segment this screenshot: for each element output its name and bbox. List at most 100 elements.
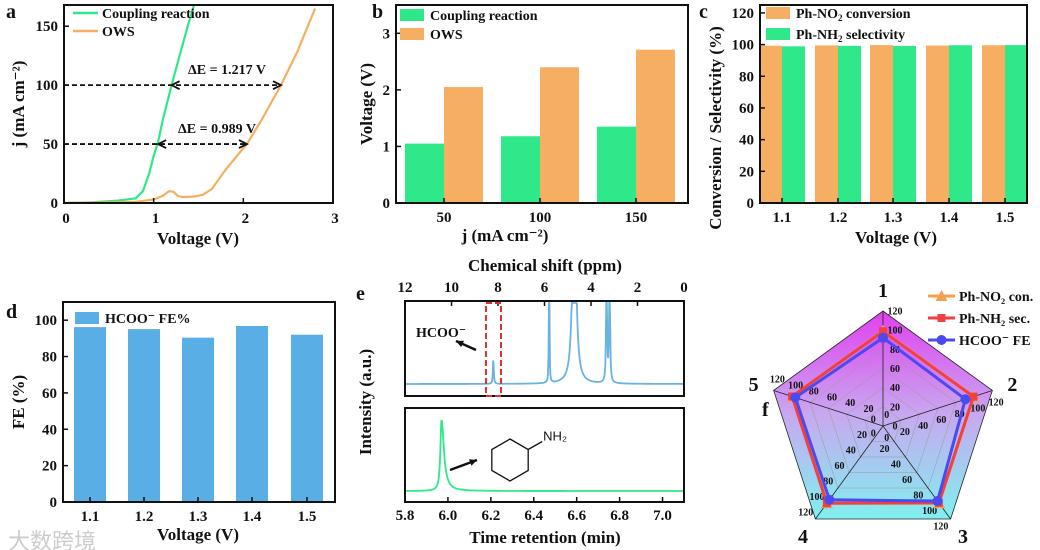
radar-grid-ring [809,349,957,489]
y-tick-label: 0 [50,495,58,511]
top-x-tick-label: 0 [680,280,688,296]
radar-tick-label: 120 [798,507,813,518]
radar-tick-label: 0 [884,410,889,421]
bar-1.2-1 [838,45,861,203]
nmr-spectrum [405,300,685,385]
x-tick-label: 1.1 [81,509,100,525]
x-tick-label: 1.3 [189,509,208,525]
bar-150-1 [636,49,675,203]
top-x-tick-label: 6 [541,280,549,296]
radar-tick-label: 0 [893,422,898,433]
hcoo-label: HCOO⁻ [416,326,466,341]
radar-series-circle [793,335,968,503]
radar-grid-ring [846,387,920,458]
radar-tick-label: 60 [902,475,912,486]
radar-tick-label: 100 [809,492,824,503]
top-x-tick-label: 2 [634,280,642,296]
legend-label: OWS [430,28,463,43]
panel-letter: f [762,399,769,421]
radar-tick-label: 100 [888,326,903,337]
radar-tick-label: 20 [890,402,900,413]
nh2-label: NH₂ [543,429,567,444]
bar-1.1-0 [74,327,106,502]
bar-1.5-0 [982,45,1005,204]
legend-label: Coupling reaction [102,7,210,22]
radar-tick-label: 80 [823,476,833,487]
bar-1.2-0 [815,45,838,203]
bar-150-0 [597,126,636,203]
bar-1.3-0 [870,45,893,204]
panel-letter: e [356,283,365,305]
x-tick-label: 6.6 [567,508,586,524]
top-x-tick-label: 10 [444,280,459,296]
x-tick-label: 1.5 [996,210,1015,226]
y-tick-label: 120 [732,6,755,22]
radar-tick-label: 60 [827,392,837,403]
y-tick-label: 0 [51,196,59,212]
radar-point [790,392,801,403]
legend-label: Ph-NH2 selectivity [796,28,905,44]
bar-1.1-0 [759,45,782,203]
radar-tick-label: 20 [900,427,910,438]
radar-tick-label: 20 [863,404,873,415]
x-tick-label: 7.0 [653,508,672,524]
arrow-head-icon [469,459,477,466]
y-tick-label: 1 [383,139,391,155]
x-axis-label: Voltage (V) [855,228,937,247]
y-tick-label: 2 [383,83,391,99]
plot-frame [63,4,334,204]
legend-label: Ph-NO2 conversion [796,7,911,23]
legend-subscript: 2 [838,34,843,44]
radar-series-square [790,329,976,505]
radar-axis-label: 1 [878,280,888,302]
y-tick-label: 150 [36,19,59,35]
top-x-axis-label: Chemical shift (ppm) [468,256,622,275]
legend-swatch [75,312,99,324]
bar-1.5-1 [1005,45,1028,204]
legend-label: Ph-NO₂ con. [959,290,1033,305]
legend-swatch [766,28,790,40]
bar-50-0 [405,143,444,203]
aniline-bond [527,440,543,451]
radar-axis-label: 4 [798,526,808,548]
x-tick-label: 1.4 [940,210,959,226]
radar-point [960,394,971,405]
y-tick-label: 40 [42,422,57,438]
radar-point [932,496,943,507]
y-axis-label: Conversion / Selectivity (%) [706,26,725,230]
series-line-coupling [63,4,196,205]
x-axis-label: j (mA cm⁻²) [461,226,549,245]
y-tick-label: 80 [739,69,754,85]
bar-50-1 [444,87,483,203]
y-axis-label: Voltage (V) [357,63,376,145]
legend-name: Ph-NH [796,28,838,43]
y-tick-label: 0 [747,196,755,212]
watermark: 大数跨境 [8,530,96,550]
radar-tick-label: 80 [890,345,900,356]
radar-tick-label: 60 [890,364,900,375]
y-tick-label: 60 [739,101,754,117]
gc-frame [404,407,685,503]
x-tick-label: 0 [62,211,70,227]
radar-tick-label: 60 [936,415,946,426]
plot-frame [395,4,689,204]
delta-e-arrow-icon [169,80,284,90]
legend-marker [937,314,946,322]
bar-100-1 [540,67,579,203]
x-tick-label: 150 [625,210,648,226]
panel-letter: a [6,1,16,23]
panel-letter: d [6,301,17,323]
radar-axis-label: 5 [749,374,759,396]
legend-label: HCOO⁻ FE [959,334,1031,349]
gc-chromatogram [404,419,684,492]
aniline-ring-icon [491,438,529,482]
bar-1.2-0 [128,329,160,502]
legend-marker [936,335,947,345]
x-tick-label: 6.2 [481,508,500,524]
delta-e-label: ΔE = 0.989 V [178,122,256,137]
radar-tick-label: 40 [891,460,901,471]
delta-e-label: ΔE = 1.217 V [188,63,266,78]
radar-tick-label: 120 [933,522,948,533]
radar-tick-label: 80 [809,386,819,397]
